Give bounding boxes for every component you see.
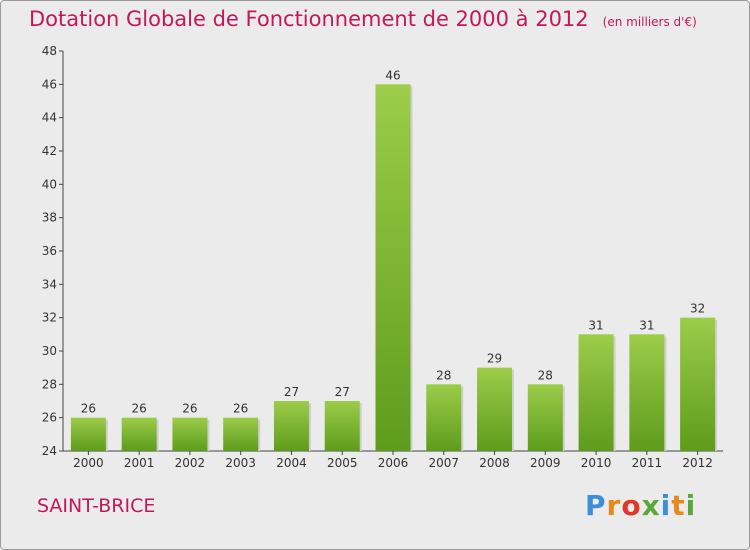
x-tick-label: 2007 (428, 456, 459, 470)
x-tick-label: 2012 (682, 456, 713, 470)
y-tick-label: 24 (42, 444, 57, 458)
bar (477, 367, 513, 451)
y-tick-label: 26 (42, 411, 57, 425)
data-label: 29 (487, 352, 502, 366)
bar (324, 401, 360, 451)
x-tick-label: 2006 (378, 456, 409, 470)
data-label: 26 (81, 402, 96, 416)
data-label: 46 (385, 68, 400, 82)
proxiti-logo: Proxiti (585, 489, 697, 522)
x-tick-label: 2011 (632, 456, 663, 470)
chart-title-main: Dotation Globale de Fonctionnement de 20… (29, 7, 589, 31)
data-label: 26 (233, 402, 248, 416)
y-tick-label: 46 (42, 77, 57, 91)
x-tick-label: 2008 (479, 456, 510, 470)
y-tick-label: 30 (42, 344, 57, 358)
x-tick-label: 2002 (175, 456, 206, 470)
chart-title: Dotation Globale de Fonctionnement de 20… (29, 7, 697, 31)
data-label: 26 (182, 402, 197, 416)
x-tick-label: 2004 (276, 456, 307, 470)
x-tick-label: 2003 (225, 456, 256, 470)
x-tick-label: 2005 (327, 456, 358, 470)
y-tick-label: 48 (42, 44, 57, 58)
bar (70, 417, 106, 451)
commune-name: SAINT-BRICE (37, 495, 156, 517)
bar (375, 84, 411, 451)
y-tick-label: 42 (42, 144, 57, 158)
bar (172, 417, 208, 451)
data-label: 31 (588, 318, 603, 332)
data-label: 28 (436, 368, 451, 382)
bar (273, 401, 309, 451)
y-tick-label: 32 (42, 311, 57, 325)
data-label: 26 (132, 402, 147, 416)
y-tick-label: 34 (42, 277, 57, 291)
data-label: 27 (284, 385, 299, 399)
bar (680, 317, 716, 451)
y-tick-label: 40 (42, 177, 57, 191)
x-tick-label: 2000 (73, 456, 104, 470)
bar (578, 334, 614, 451)
data-label: 28 (538, 368, 553, 382)
bar (223, 417, 259, 451)
y-tick-label: 44 (42, 111, 57, 125)
x-tick-label: 2001 (124, 456, 155, 470)
y-tick-label: 36 (42, 244, 57, 258)
bar (629, 334, 665, 451)
bar (426, 384, 462, 451)
x-tick-label: 2010 (581, 456, 612, 470)
data-label: 27 (335, 385, 350, 399)
x-tick-label: 2009 (530, 456, 561, 470)
data-label: 32 (690, 302, 705, 316)
bar (121, 417, 157, 451)
y-tick-label: 28 (42, 377, 57, 391)
data-label: 31 (639, 318, 654, 332)
bar (527, 384, 563, 451)
chart-unit-note: (en milliers d'€) (602, 15, 697, 29)
y-tick-label: 38 (42, 211, 57, 225)
